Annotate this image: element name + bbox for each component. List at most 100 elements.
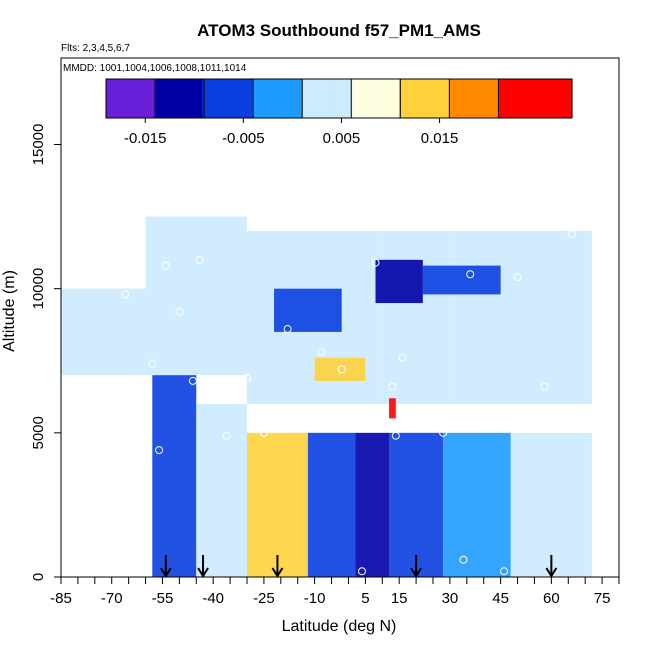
heatmap-cell: [422, 265, 501, 295]
colorbar-cell: [305, 79, 310, 118]
y-tick-label: 15000: [30, 124, 47, 166]
colorbar-cell: [382, 79, 387, 118]
y-tick-label: 5000: [30, 416, 47, 449]
colorbar-cell: [478, 79, 483, 118]
heatmap-cell: [443, 432, 511, 577]
x-axis-label: Latitude (deg N): [282, 618, 397, 635]
colorbar-cell: [345, 79, 350, 118]
colorbar-cell: [299, 79, 303, 118]
colorbar-cell: [245, 79, 250, 118]
colorbar-cell: [175, 79, 180, 118]
colorbar-cell: [518, 79, 523, 118]
sample-point: [243, 374, 251, 383]
colorbar-cell: [432, 79, 437, 118]
colorbar-cell: [528, 79, 533, 118]
sample-point: [500, 567, 509, 576]
colorbar-cell: [199, 79, 204, 118]
x-tick-label: 30: [442, 590, 459, 607]
colorbar-frame: [105, 78, 573, 119]
colorbar-cell: [232, 79, 237, 118]
x-tick-label: -85: [50, 590, 72, 607]
colorbar-cell: [412, 79, 417, 118]
colorbar-cell: [129, 79, 134, 118]
colorbar-cell: [295, 79, 300, 118]
sample-point: [155, 446, 164, 455]
colorbar-cell: [222, 79, 227, 118]
y-tick-label: 10000: [30, 268, 47, 310]
colorbar-cell: [535, 79, 540, 118]
colorbar-cell: [335, 79, 340, 118]
colorbar-cell: [122, 79, 127, 118]
x-tick-label: -55: [152, 590, 174, 607]
sample-point: [391, 431, 400, 440]
colorbar-cell: [415, 79, 420, 118]
flights-label: Flts: 2,3,4,5,6,7: [61, 43, 130, 54]
flight-markers: [159, 555, 558, 578]
colorbar: -0.015 -0.005 0.005 0.015: [105, 78, 573, 147]
colorbar-cell: [532, 79, 536, 118]
x-tick-label: -40: [202, 590, 224, 607]
colorbar-cell: [488, 79, 493, 118]
colorbar-cell: [435, 79, 440, 118]
colorbar-cell: [162, 79, 167, 118]
x-tick-label: -70: [101, 590, 123, 607]
colorbar-cell: [502, 79, 507, 118]
colorbar-cell: [498, 79, 503, 118]
flight-arrow-head: [159, 567, 172, 578]
sample-point: [175, 307, 184, 316]
colorbar-cell: [485, 79, 490, 118]
colorbar-cell: [565, 79, 570, 118]
sample-point: [459, 555, 468, 564]
colorbar-cell: [149, 79, 154, 118]
sample-point: [283, 325, 292, 334]
colorbar-cell: [365, 79, 370, 118]
colorbar-cell: [142, 79, 147, 118]
colorbar-cell: [395, 79, 400, 118]
sample-point: [141, 388, 150, 397]
x-tick-label: 45: [492, 590, 509, 607]
colorbar-cell: [339, 79, 343, 118]
heatmap-cell: [314, 357, 366, 381]
sample-point: [398, 353, 407, 362]
colorbar-cell: [465, 79, 470, 118]
colorbar-cell: [285, 79, 290, 118]
heatmap-cell: [247, 432, 308, 577]
colorbar-cell: [272, 79, 277, 118]
colorbar-cell: [332, 79, 337, 118]
colorbar-cell: [329, 79, 333, 118]
colorbar-cell: [555, 79, 560, 118]
colorbar-cell: [125, 79, 130, 118]
sample-point: [567, 229, 576, 238]
colorbar-cell: [495, 79, 500, 118]
colorbar-cell: [508, 79, 513, 118]
colorbar-cell: [355, 79, 360, 118]
colorbar-cell: [172, 79, 177, 118]
colorbar-cell: [542, 79, 546, 118]
colorbar-cell: [452, 79, 457, 118]
sample-point: [513, 273, 522, 282]
colorbar-cell: [325, 79, 330, 118]
colorbar-cell: [269, 79, 274, 118]
colorbar-cell: [159, 79, 164, 118]
colorbar-cell: [428, 79, 433, 118]
sample-point: [357, 567, 366, 576]
colorbar-cell: [492, 79, 497, 118]
colorbar-cell: [169, 79, 174, 118]
colorbar-cell: [109, 79, 114, 118]
colorbar-cell: [558, 79, 563, 118]
colorbar-cell: [292, 79, 297, 118]
colorbar-cell: [482, 79, 487, 118]
sample-point: [222, 431, 231, 440]
heatmap-cell: [510, 432, 592, 577]
colorbar-cell: [112, 79, 117, 118]
colorbar-cell: [279, 79, 284, 118]
colorbar-cell: [239, 79, 244, 118]
colorbar-cell: [315, 79, 320, 118]
colorbar-cell: [189, 79, 194, 118]
colorbar-cell: [106, 79, 110, 118]
sample-point: [479, 405, 488, 414]
chart-title: ATOM3 Southbound f57_PM1_AMS: [197, 21, 481, 40]
sample-point: [259, 428, 268, 437]
x-tick-label: -10: [304, 590, 326, 607]
